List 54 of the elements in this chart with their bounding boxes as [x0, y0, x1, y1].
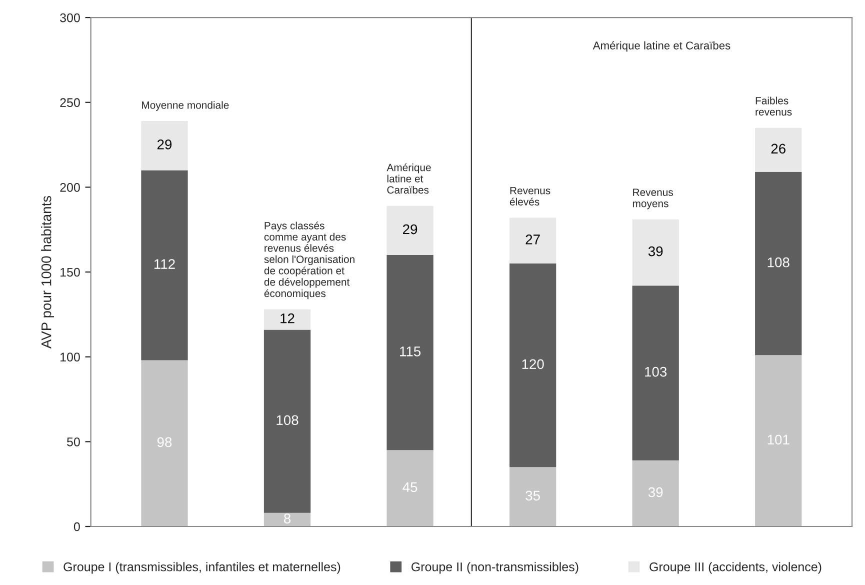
bar	[386, 450, 434, 526]
data-label: 120	[522, 359, 544, 370]
data-label: 108	[276, 415, 298, 426]
bar	[755, 355, 802, 526]
data-label: 27	[526, 234, 540, 244]
data-label: 45	[402, 482, 418, 492]
bar	[141, 170, 188, 360]
legend-label: Groupe II (non-transmissibles)	[412, 562, 578, 574]
bar	[632, 286, 679, 460]
y-tick-label: 300	[60, 13, 80, 22]
data-label: 103	[645, 366, 667, 377]
x-tick-label: Revenus élevés	[510, 187, 550, 206]
data-label: 108	[768, 257, 790, 268]
y-tick-label: 0	[74, 522, 80, 532]
data-label: 29	[403, 224, 418, 234]
y-tick-label: 100	[60, 352, 80, 362]
bar	[264, 309, 311, 330]
bar	[386, 255, 434, 450]
bar	[509, 264, 556, 468]
data-label: 12	[280, 313, 294, 324]
data-label: 112	[154, 259, 175, 269]
bar	[509, 467, 556, 526]
bar	[386, 206, 434, 256]
bar	[264, 330, 311, 513]
bar	[632, 460, 679, 526]
bar	[509, 218, 556, 264]
bar	[755, 128, 802, 172]
y-tick-label: 200	[60, 183, 80, 192]
bar	[755, 172, 802, 356]
data-label: 39	[648, 487, 663, 498]
bar	[632, 219, 679, 286]
x-tick-label: Moyenne mondiale	[142, 101, 229, 111]
x-tick-label: Amérique latine et Caraïbes	[386, 163, 431, 194]
data-label: 115	[400, 346, 421, 356]
y-tick-label: 50	[67, 437, 80, 446]
legend-label: Groupe III (accidents, violence)	[650, 562, 822, 574]
bar	[264, 512, 311, 526]
x-tick-label: Pays classés comme ayant des revenus élevés selon l'Organisation de coopération et de développement économiques	[264, 222, 354, 300]
y-tick-label: 250	[60, 98, 80, 108]
bar	[141, 360, 188, 526]
y-tick-label: 150	[60, 268, 80, 277]
bar	[141, 121, 188, 170]
data-label: 98	[157, 437, 172, 448]
data-label: 35	[526, 490, 540, 501]
legend-label: Groupe I (transmissibles, infantiles et maternelles)	[64, 562, 340, 574]
x-tick-label: Revenus moyens	[632, 188, 673, 210]
annotation: Amérique latine et Caraïbes	[592, 41, 730, 52]
data-label: 101	[768, 434, 790, 445]
data-label: 39	[648, 246, 663, 256]
data-label: 8	[284, 514, 291, 524]
data-label: 29	[157, 140, 172, 150]
x-tick-label: Faibles revenus	[756, 96, 792, 116]
data-label: 26	[771, 144, 786, 154]
y-axis-title: AVP pour 1000 habitants	[41, 196, 54, 349]
